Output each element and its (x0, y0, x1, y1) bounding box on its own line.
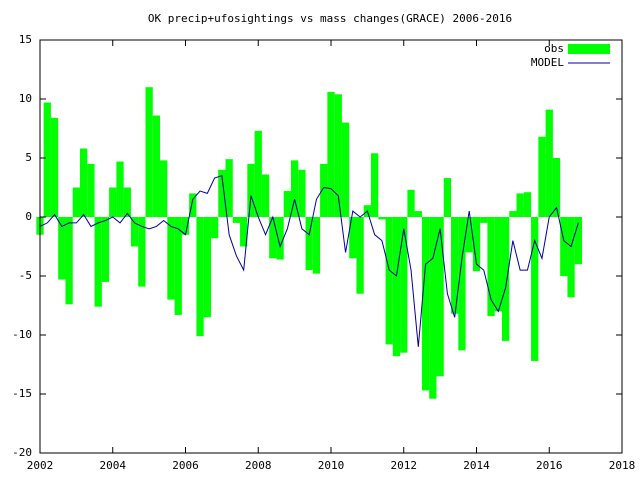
bar (494, 217, 502, 312)
bar (545, 109, 553, 217)
y-tick-label: 0 (25, 210, 32, 223)
bar (232, 217, 241, 223)
bar (160, 160, 168, 217)
bar (531, 217, 539, 361)
bar (487, 217, 495, 317)
bar (320, 163, 328, 217)
bar (400, 217, 408, 353)
bar (305, 217, 313, 271)
bar (290, 160, 299, 217)
bar (276, 217, 284, 260)
bar (465, 217, 473, 253)
bar (443, 178, 452, 217)
bar (429, 217, 437, 399)
bar (225, 159, 233, 217)
bar (167, 217, 175, 300)
bar (523, 192, 532, 217)
bar (174, 217, 182, 315)
y-tick-label: 5 (25, 151, 32, 164)
bar (261, 174, 270, 217)
bar (378, 217, 386, 220)
y-tick-label: 15 (19, 33, 32, 46)
bar (240, 217, 248, 247)
legend-label: obs (544, 42, 564, 55)
bar (414, 211, 422, 217)
bar (145, 87, 153, 217)
x-tick-label: 2004 (100, 459, 127, 472)
bar (407, 189, 415, 217)
bar (138, 217, 146, 287)
bar (480, 217, 488, 223)
bar (283, 191, 291, 217)
bar (181, 217, 190, 235)
bar (269, 217, 277, 259)
bar (574, 217, 582, 265)
x-tick-label: 2016 (536, 459, 563, 472)
bar (109, 187, 117, 217)
bar (123, 187, 131, 217)
model-line (39, 175, 579, 347)
bar (80, 148, 88, 217)
x-tick-label: 2008 (245, 459, 272, 472)
x-tick-label: 2006 (172, 459, 199, 472)
y-tick-label: -5 (19, 269, 32, 282)
bar (421, 217, 430, 391)
bar (458, 217, 466, 351)
x-tick-label: 2012 (391, 459, 418, 472)
bar (94, 217, 102, 307)
bar (87, 163, 95, 217)
legend-label: MODEL (531, 56, 564, 69)
bar (509, 211, 517, 217)
x-tick-label: 2018 (609, 459, 636, 472)
x-tick-label: 2014 (463, 459, 490, 472)
chart-title: OK precip+ufosightings vs mass changes(G… (148, 12, 512, 25)
bar (516, 193, 524, 217)
bar (472, 217, 481, 272)
bar (50, 117, 59, 217)
bar (334, 94, 342, 217)
bar (254, 130, 262, 217)
bar (210, 217, 219, 239)
bar (538, 136, 546, 217)
y-tick-label: -10 (12, 328, 32, 341)
bar (152, 115, 161, 217)
bar (552, 158, 561, 217)
bar (203, 217, 211, 318)
x-tick-label: 2010 (318, 459, 345, 472)
bar (436, 217, 444, 377)
bar (385, 217, 393, 345)
y-tick-label: 10 (19, 92, 32, 105)
bar (298, 169, 306, 217)
bar (341, 122, 350, 217)
bar (65, 217, 73, 305)
bar (327, 91, 335, 217)
bar (560, 217, 568, 276)
bar (218, 169, 226, 217)
bar (371, 153, 379, 217)
legend-swatch (568, 44, 610, 54)
bar (116, 161, 124, 217)
y-tick-label: -15 (12, 387, 32, 400)
bar (392, 217, 401, 357)
x-tick-label: 2002 (27, 459, 54, 472)
bar (567, 217, 575, 298)
bar (349, 217, 357, 259)
y-tick-label: -20 (12, 446, 32, 459)
bar (101, 217, 110, 282)
bar (312, 217, 321, 274)
bar (130, 217, 139, 247)
bar (189, 193, 197, 217)
bar (43, 102, 51, 217)
bar (72, 187, 81, 217)
bar (196, 217, 204, 337)
bar (451, 217, 459, 314)
bar (247, 163, 255, 217)
bar (58, 217, 66, 280)
bar (356, 217, 364, 294)
bar (501, 217, 510, 341)
